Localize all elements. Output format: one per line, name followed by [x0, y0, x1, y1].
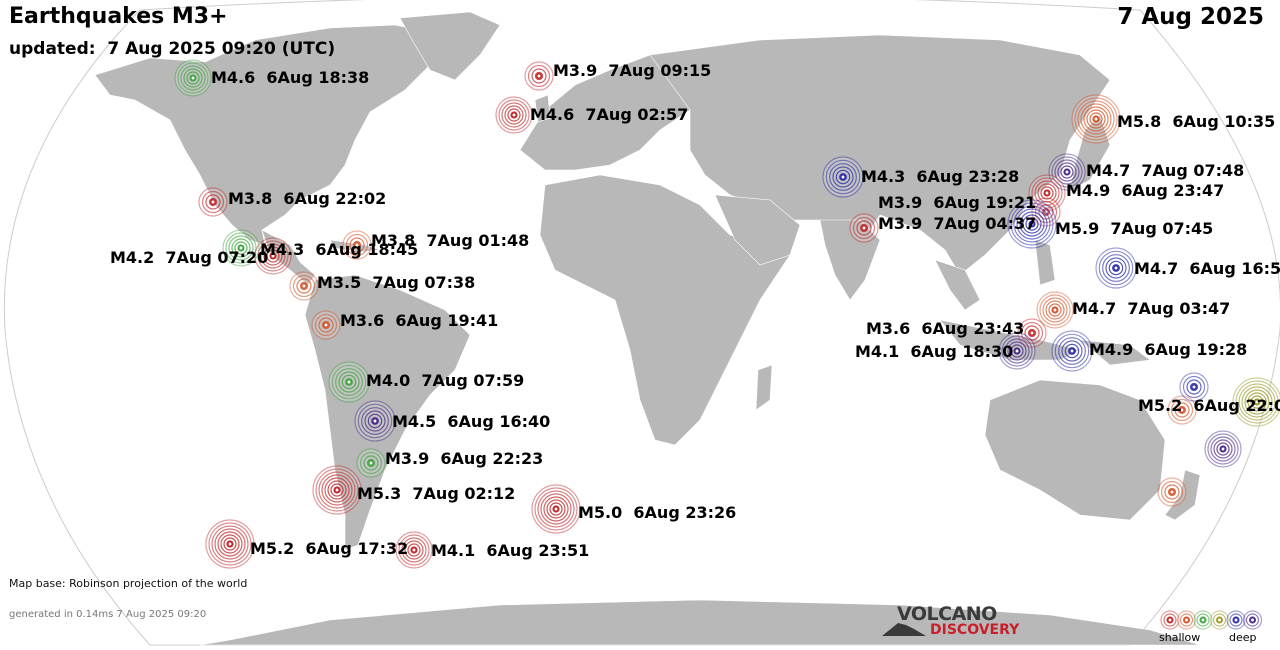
quake-label: M4.1 6Aug 18:30 [855, 342, 1014, 361]
quake-marker[interactable] [1048, 153, 1086, 191]
quake-marker[interactable] [254, 237, 292, 275]
legend-depth-marker[interactable] [1176, 610, 1197, 630]
quake-marker[interactable] [354, 400, 396, 442]
quake-marker[interactable] [342, 230, 372, 260]
map-date: 7 Aug 2025 [1117, 4, 1264, 30]
quake-label: M4.0 7Aug 07:59 [366, 371, 525, 390]
quake-label: M3.6 6Aug 19:41 [340, 311, 499, 330]
quake-label: M4.7 6Aug 16:56 [1134, 259, 1280, 278]
quake-label: M4.2 7Aug 07:20 [110, 248, 269, 267]
quake-label: M3.8 6Aug 22:02 [228, 189, 387, 208]
quake-label: M4.6 6Aug 18:38 [211, 68, 370, 87]
logo-text-volcano: VOLCANO [897, 603, 997, 625]
quake-label: M5.0 6Aug 23:26 [578, 503, 737, 522]
quake-label: M4.3 6Aug 18:45 [260, 240, 419, 259]
generated-info: generated in 0.14ms 7 Aug 2025 09:20 [9, 609, 207, 620]
philippines [1034, 239, 1056, 286]
legend-depth-marker[interactable] [1242, 610, 1263, 630]
arabia [714, 194, 801, 266]
indonesia [939, 319, 1081, 361]
quake-label: M3.9 6Aug 19:21 [878, 193, 1037, 212]
quake-marker[interactable] [524, 61, 554, 91]
quake-marker[interactable] [1179, 372, 1209, 402]
quake-marker[interactable] [1051, 330, 1093, 372]
logo-text-discovery: DISCOVERY [930, 622, 1020, 638]
quake-marker[interactable] [531, 484, 581, 534]
volcano-icon [882, 623, 926, 636]
greenland [399, 11, 501, 81]
quake-label: M3.8 7Aug 01:48 [371, 231, 530, 250]
quake-label: M3.6 6Aug 23:43 [866, 319, 1025, 338]
southeast-asia [934, 259, 981, 311]
quake-label: M4.7 7Aug 03:47 [1072, 299, 1231, 318]
quake-marker[interactable] [822, 156, 864, 198]
quake-marker[interactable] [849, 213, 879, 243]
quake-marker[interactable] [311, 310, 341, 340]
quake-marker[interactable] [495, 96, 533, 134]
updated-timestamp: updated: 7 Aug 2025 09:20 (UTC) [9, 39, 336, 59]
quake-marker[interactable] [395, 531, 433, 569]
australia [984, 379, 1166, 521]
quake-label: M3.5 7Aug 07:38 [317, 273, 476, 292]
legend-shallow-label: shallow [1159, 631, 1201, 644]
quake-label: M5.9 7Aug 07:45 [1055, 219, 1214, 238]
quake-label: M4.9 6Aug 23:47 [1066, 181, 1225, 200]
quake-label: M4.6 7Aug 02:57 [530, 105, 689, 124]
quake-marker[interactable] [1204, 430, 1242, 468]
south-america [304, 274, 471, 551]
quake-marker[interactable] [174, 59, 212, 97]
quake-label: M4.9 6Aug 19:28 [1089, 340, 1248, 359]
quake-marker[interactable] [222, 229, 260, 267]
quake-label: M3.9 7Aug 04:37 [878, 214, 1037, 233]
quake-label: M5.2 6Aug 22:08 [1138, 396, 1280, 415]
land-masses [94, 11, 1201, 646]
legend-deep-label: deep [1229, 631, 1257, 644]
volcano-discovery-logo[interactable]: VOLCANO DISCOVERY [880, 603, 1040, 643]
quake-marker[interactable] [198, 187, 228, 217]
uk [534, 94, 551, 123]
quake-marker[interactable] [328, 361, 370, 403]
quake-markers [174, 59, 1280, 569]
quake-marker[interactable] [1071, 94, 1121, 144]
quake-marker[interactable] [1036, 291, 1074, 329]
quake-marker[interactable] [289, 271, 319, 301]
antarctica [199, 599, 1201, 646]
legend-depth-marker[interactable] [1160, 610, 1180, 630]
quake-label: M3.9 7Aug 09:15 [553, 61, 712, 80]
quake-marker[interactable] [356, 448, 386, 478]
new-guinea [1079, 339, 1151, 366]
quake-label: M4.7 7Aug 07:48 [1086, 161, 1245, 180]
legend-depth-marker[interactable] [1193, 610, 1213, 630]
quake-marker[interactable] [1157, 477, 1187, 507]
quake-marker[interactable] [1232, 377, 1280, 427]
quake-marker[interactable] [1028, 174, 1066, 212]
map-base-credit: Map base: Robinson projection of the wor… [9, 577, 248, 590]
africa [539, 174, 791, 446]
quake-label: M5.3 7Aug 02:12 [357, 484, 516, 503]
quake-marker[interactable] [1007, 199, 1057, 249]
quake-label: M4.1 6Aug 23:51 [431, 541, 590, 560]
quake-label: M5.8 6Aug 10:35 [1117, 112, 1276, 131]
map-title: Earthquakes M3+ [9, 4, 228, 29]
legend-depth-marker[interactable] [1209, 610, 1230, 630]
quake-label: M3.9 6Aug 22:23 [385, 449, 544, 468]
quake-marker[interactable] [312, 465, 362, 515]
quake-marker[interactable] [1095, 247, 1137, 289]
quake-label: M4.5 6Aug 16:40 [392, 412, 551, 431]
quake-label: M5.2 6Aug 17:32 [250, 539, 409, 558]
depth-legend [1160, 610, 1263, 630]
quake-label: M4.3 6Aug 23:28 [861, 167, 1020, 186]
india [819, 219, 881, 301]
quake-marker[interactable] [205, 519, 255, 569]
quake-marker[interactable] [998, 332, 1036, 370]
madagascar [755, 364, 773, 411]
legend-depth-marker[interactable] [1226, 610, 1246, 630]
quake-marker[interactable] [1167, 395, 1197, 425]
